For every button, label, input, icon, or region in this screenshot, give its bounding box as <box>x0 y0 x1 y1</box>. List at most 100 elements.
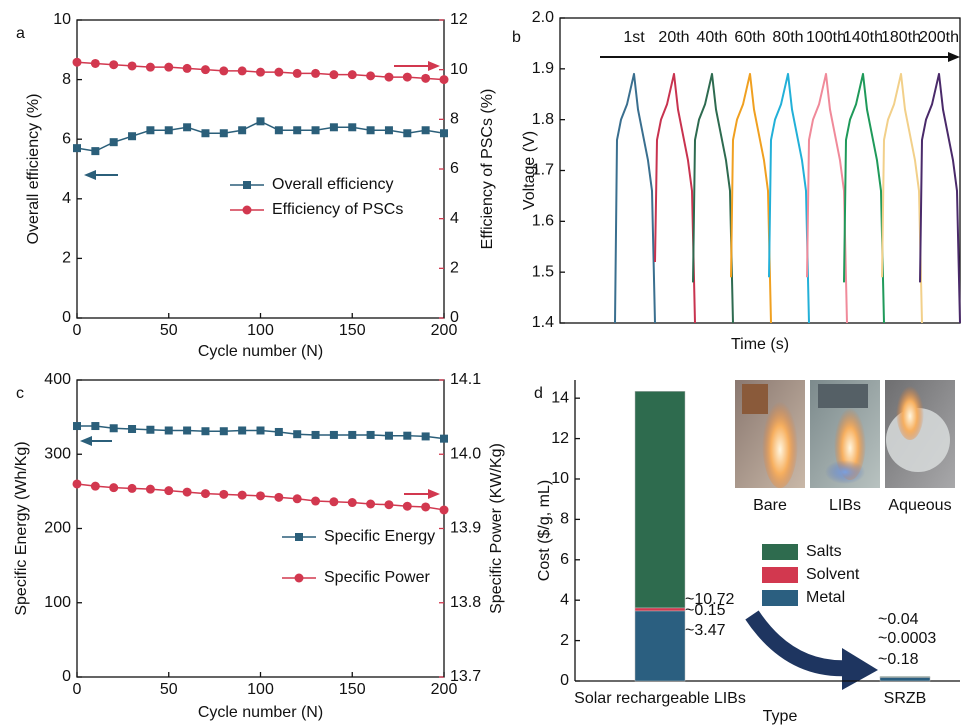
y-tick-label: 300 <box>44 445 71 462</box>
marker <box>182 63 192 73</box>
x-tick-label: 100 <box>247 322 274 339</box>
y2-axis-label: Specific Power (KW/Kg) <box>488 443 505 614</box>
inset-label: LIBs <box>829 497 861 514</box>
marker <box>109 60 119 70</box>
y-tick-label: 10 <box>551 470 569 487</box>
marker <box>311 430 320 439</box>
y-tick-label: 8 <box>560 511 569 528</box>
marker <box>219 129 228 138</box>
marker <box>366 71 376 81</box>
arrow-head <box>948 52 960 62</box>
series-label: 140th <box>843 29 883 46</box>
marker <box>219 427 228 436</box>
marker <box>347 498 357 508</box>
marker <box>293 430 302 439</box>
marker <box>421 432 430 441</box>
marker <box>73 144 81 153</box>
y2-tick-label: 13.8 <box>450 594 481 611</box>
x-tick-label: 50 <box>160 322 178 339</box>
marker <box>164 126 173 135</box>
series-line <box>806 72 848 324</box>
marker <box>128 132 137 141</box>
x-tick-label: 150 <box>339 681 366 698</box>
x-tick-label: Solar rechargeable LIBs <box>574 690 746 707</box>
bar-segment <box>879 677 931 682</box>
marker <box>91 422 100 431</box>
y-tick-label: 4 <box>62 190 71 207</box>
marker <box>127 483 137 493</box>
x-tick-label: 150 <box>339 322 366 339</box>
value-label: ~0.18 <box>878 651 919 668</box>
bar-segment <box>879 676 931 678</box>
y-tick-label: 2.0 <box>532 9 554 26</box>
value-label: ~3.47 <box>685 622 726 639</box>
marker <box>366 499 376 509</box>
series-line <box>614 72 656 324</box>
y2-axis-label: Efficiency of PSCs (%) <box>479 89 496 250</box>
y-tick-label: 1.6 <box>532 213 554 230</box>
legend-marker <box>243 181 251 189</box>
value-label: ~0.15 <box>685 602 726 619</box>
marker <box>109 138 118 147</box>
series-line <box>692 72 734 324</box>
marker <box>329 430 338 439</box>
series-line <box>730 72 772 324</box>
marker <box>421 73 431 83</box>
marker <box>348 430 357 439</box>
legend-label: Solvent <box>806 566 860 583</box>
arrow-head <box>84 170 96 180</box>
marker <box>183 426 192 435</box>
flame-base <box>825 460 865 484</box>
x-tick-label: 100 <box>247 681 274 698</box>
marker <box>384 126 393 135</box>
marker <box>164 426 173 435</box>
marker <box>348 123 357 132</box>
marker <box>200 65 210 75</box>
flame <box>834 400 866 480</box>
arrow-body <box>745 610 851 677</box>
arrow-head <box>842 648 878 690</box>
series-label: 20th <box>658 29 689 46</box>
y-tick-label: 10 <box>53 11 71 28</box>
series-label: 180th <box>881 29 921 46</box>
series-label: 80th <box>772 29 803 46</box>
y-tick-label: 1.4 <box>532 314 554 331</box>
series-label: 200th <box>919 29 959 46</box>
marker <box>347 70 357 80</box>
x-tick-label: 200 <box>431 681 458 698</box>
bar-segment <box>634 610 686 682</box>
series-label: 100th <box>806 29 846 46</box>
plot-frame <box>559 17 961 324</box>
legend-swatch <box>762 590 798 606</box>
y-tick-label: 12 <box>551 430 569 447</box>
y2-tick-label: 2 <box>450 260 459 277</box>
legend-label: Specific Power <box>324 569 430 586</box>
marker <box>145 62 155 72</box>
x-tick-label: 200 <box>431 322 458 339</box>
marker <box>182 487 192 497</box>
marker <box>329 70 339 80</box>
marker <box>402 501 412 511</box>
marker <box>311 68 321 78</box>
x-axis-label: Cycle number (N) <box>198 343 323 360</box>
panel-label: b <box>512 29 521 46</box>
marker <box>256 426 265 435</box>
panel-label: a <box>16 25 25 42</box>
inset-label: Bare <box>753 497 787 514</box>
marker <box>201 427 210 436</box>
trend-arrow <box>745 610 878 690</box>
panel-label: c <box>16 385 24 402</box>
marker <box>293 126 302 135</box>
marker <box>164 62 174 72</box>
marker <box>237 490 247 500</box>
y-tick-label: 6 <box>560 551 569 568</box>
series-label: 1st <box>623 29 645 46</box>
y-tick-label: 400 <box>44 371 71 388</box>
x-tick-label: 0 <box>73 322 82 339</box>
inset-photos <box>735 380 955 488</box>
y-tick-label: 1.5 <box>532 263 554 280</box>
marker <box>256 67 265 77</box>
marker <box>72 57 82 67</box>
